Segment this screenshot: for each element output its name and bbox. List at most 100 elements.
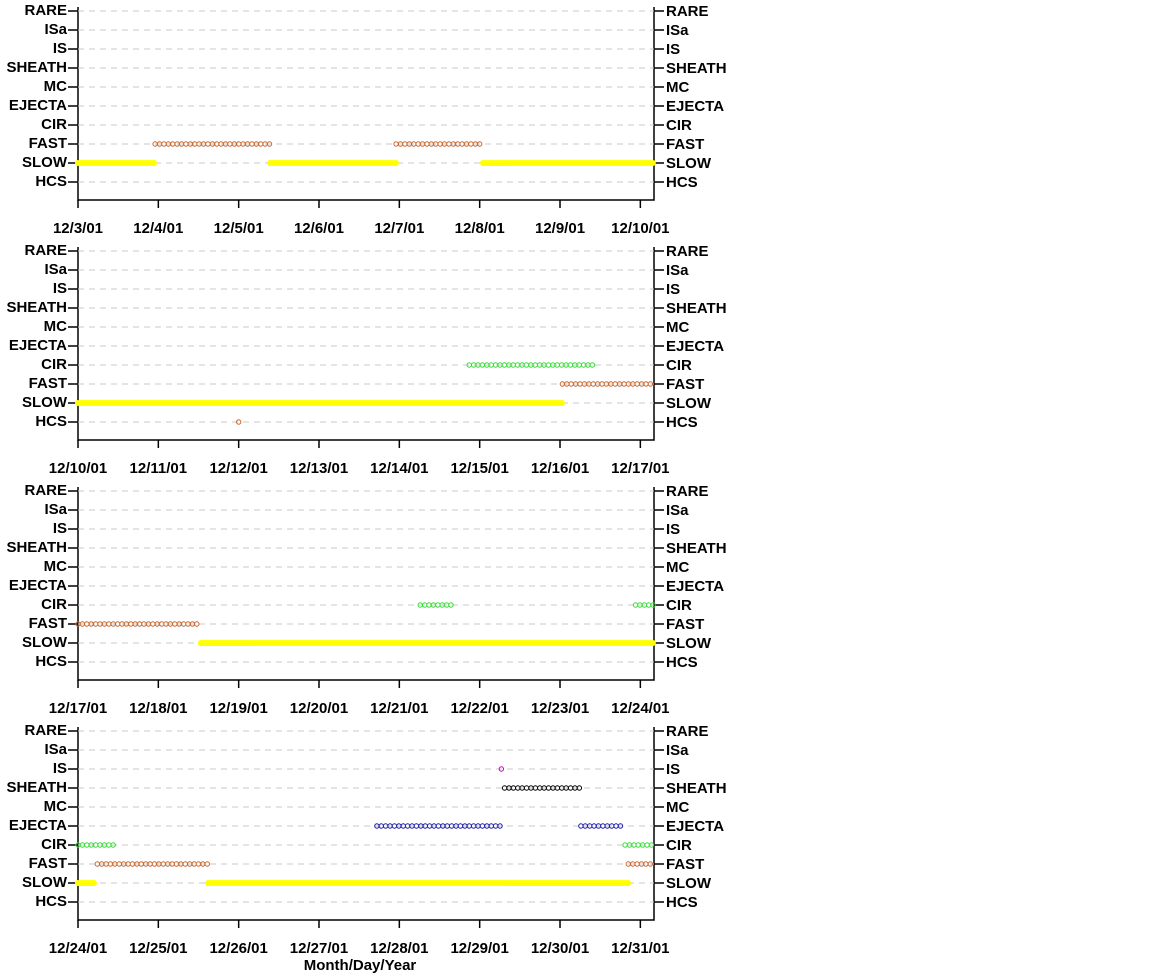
y-tick-label: CIR [41,836,67,853]
interval [632,602,656,608]
y-tick-label-right: SLOW [666,155,712,172]
x-tick-label: 12/17/01 [611,460,669,477]
y-tick-label: FAST [29,135,67,152]
x-tick-label: 12/23/01 [531,700,589,717]
y-tick-label-right: IS [666,521,680,538]
x-tick-label: 12/13/01 [290,460,348,477]
y-tick-label: IS [53,280,67,297]
y-tick-label-right: SLOW [666,395,712,412]
y-tick-label: EJECTA [9,577,67,594]
interval [559,381,654,387]
y-tick-label-right: MC [666,79,689,96]
y-tick-label: ISa [44,741,67,758]
interval [75,842,116,848]
y-tick-label-right: FAST [666,376,704,393]
y-tick-label: ISa [44,501,67,518]
x-tick-label: 12/24/01 [611,700,669,717]
interval [205,880,632,886]
y-tick-label: CIR [41,116,67,133]
x-tick-label: 12/29/01 [450,940,508,957]
interval [75,621,200,627]
y-tick-label: SHEATH [6,539,67,556]
y-tick-label: IS [53,520,67,537]
interval [235,419,242,425]
y-tick-label: ISa [44,261,67,278]
interval [75,400,565,406]
interval [578,823,624,829]
y-tick-label: RARE [24,242,67,259]
y-tick-label: SLOW [22,394,68,411]
y-tick-label-right: RARE [666,243,709,260]
y-tick-label-right: EJECTA [666,338,724,355]
interval [94,861,210,867]
y-tick-label: HCS [35,413,67,430]
y-tick-label-right: HCS [666,894,698,911]
y-tick-label-right: CIR [666,357,692,374]
x-tick-label: 12/6/01 [294,220,344,237]
y-tick-label: ISa [44,21,67,38]
y-tick-label-right: ISa [666,742,689,759]
x-tick-label: 12/25/01 [129,940,187,957]
x-tick-label: 12/14/01 [370,460,428,477]
interval [498,766,505,772]
x-tick-label: 12/9/01 [535,220,585,237]
y-tick-label-right: RARE [666,723,709,740]
y-tick-label-right: IS [666,41,680,58]
y-tick-label-right: MC [666,319,689,336]
interval [75,880,97,886]
y-tick-label-right: SLOW [666,875,712,892]
y-tick-label: FAST [29,375,67,392]
interval [466,362,596,368]
y-tick-label: MC [44,558,67,575]
y-tick-label-right: MC [666,799,689,816]
x-tick-label: 12/4/01 [133,220,183,237]
x-tick-label: 12/15/01 [450,460,508,477]
y-tick-label-right: SHEATH [666,300,727,317]
y-tick-label: HCS [35,173,67,190]
y-tick-label: HCS [35,893,67,910]
y-tick-label: EJECTA [9,817,67,834]
y-tick-label-right: MC [666,559,689,576]
y-tick-label: SLOW [22,634,68,651]
y-tick-label: RARE [24,482,67,499]
y-tick-label: SHEATH [6,59,67,76]
y-tick-label: SLOW [22,154,68,171]
y-tick-label: FAST [29,615,67,632]
interval [267,160,399,166]
axis [77,487,655,681]
interval [374,823,503,829]
interval [152,141,273,147]
y-tick-label: SHEATH [6,779,67,796]
y-tick-label-right: EJECTA [666,578,724,595]
x-tick-label: 12/21/01 [370,700,428,717]
y-tick-label-right: SHEATH [666,60,727,77]
y-tick-label: EJECTA [9,97,67,114]
y-tick-label-right: EJECTA [666,818,724,835]
x-axis-label: Month/Day/Year [304,957,417,974]
x-tick-label: 12/8/01 [455,220,505,237]
y-tick-label: RARE [24,722,67,739]
y-tick-label-right: HCS [666,174,698,191]
y-tick-label: HCS [35,653,67,670]
y-tick-label: FAST [29,855,67,872]
x-tick-label: 12/31/01 [611,940,669,957]
x-tick-label: 12/24/01 [49,940,107,957]
y-tick-label: RARE [24,2,67,19]
x-tick-label: 12/17/01 [49,700,107,717]
y-tick-label-right: SHEATH [666,780,727,797]
y-tick-label: IS [53,40,67,57]
x-tick-label: 12/16/01 [531,460,589,477]
x-tick-label: 12/7/01 [374,220,424,237]
y-tick-label-right: ISa [666,262,689,279]
y-tick-label-right: SHEATH [666,540,727,557]
y-tick-label-right: CIR [666,117,692,134]
y-tick-label-right: HCS [666,414,698,431]
x-tick-label: 12/10/01 [49,460,107,477]
y-tick-label: SLOW [22,874,68,891]
interval [417,602,454,608]
y-tick-label-right: RARE [666,3,709,20]
x-tick-label: 12/22/01 [450,700,508,717]
y-tick-label-right: IS [666,761,680,778]
x-tick-label: 12/26/01 [209,940,267,957]
y-tick-label-right: CIR [666,837,692,854]
